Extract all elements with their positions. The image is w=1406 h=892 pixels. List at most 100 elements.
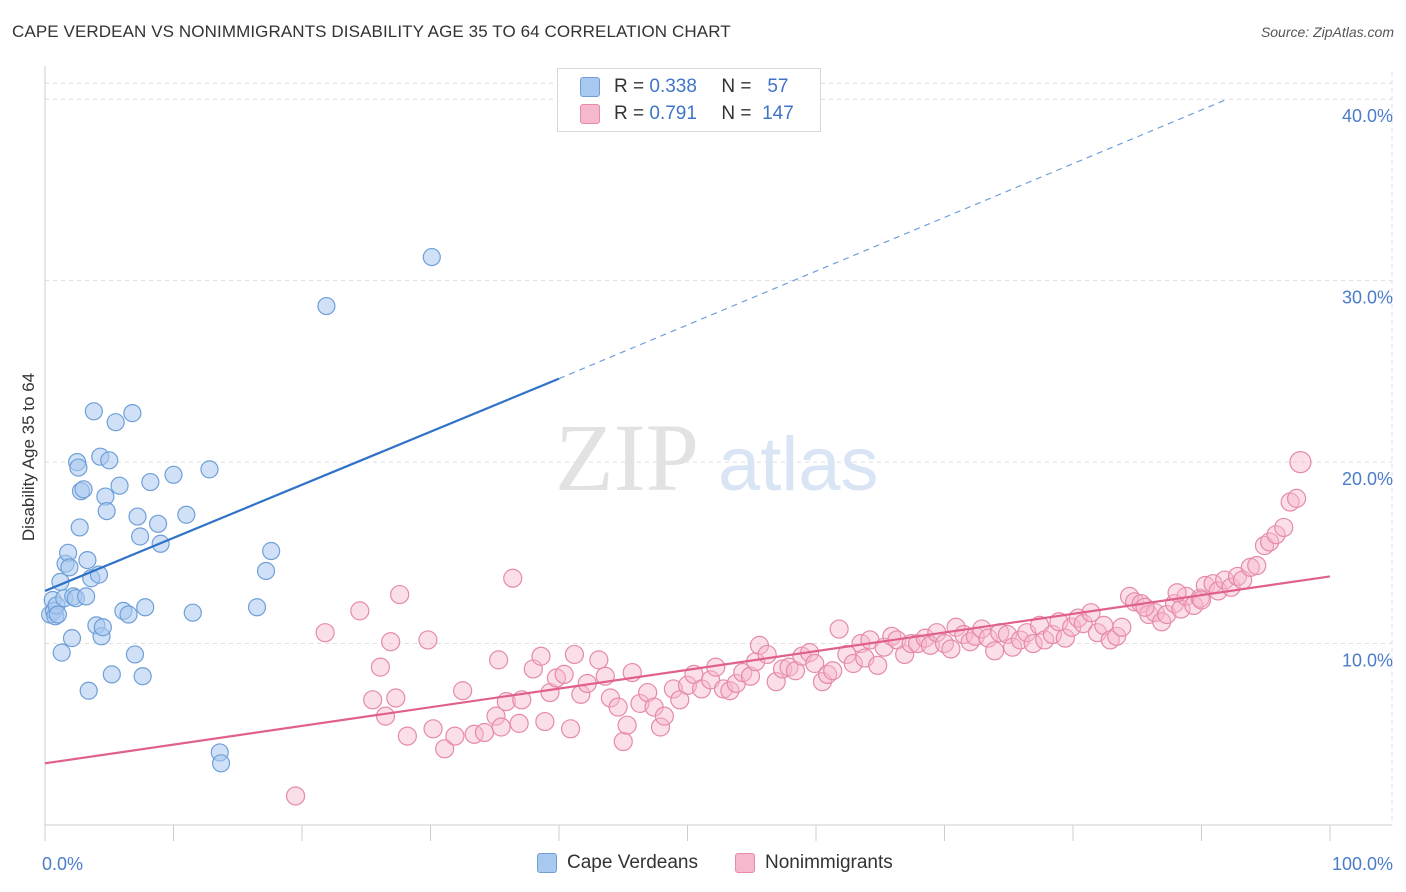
bottom-legend-swatch-blue: [537, 853, 557, 873]
data-point: [531, 646, 551, 666]
data-point: [418, 630, 438, 650]
data-point: [503, 568, 523, 588]
data-point: [262, 541, 281, 561]
data-point: [535, 711, 555, 732]
data-point: [1274, 517, 1294, 538]
correlation-legend: R = 0.338 N = 57 R = 0.791 N = 147: [557, 68, 821, 132]
data-point: [74, 480, 93, 499]
x-tick-label: 0.0%: [42, 854, 83, 874]
y-axis-label: Disability Age 35 to 64: [19, 373, 38, 541]
data-point: [315, 623, 335, 643]
data-point: [779, 657, 799, 677]
data-point: [1135, 597, 1155, 617]
data-point: [843, 653, 863, 674]
data-point: [817, 664, 838, 685]
data-point: [997, 624, 1018, 645]
source-credit: Source: ZipAtlas.com: [1260, 24, 1394, 40]
data-point: [617, 715, 637, 735]
data-point: [713, 679, 734, 699]
data-point: [79, 681, 98, 700]
data-point: [386, 688, 406, 708]
legend-r-value: 0.791: [649, 103, 697, 124]
data-point: [97, 501, 116, 521]
legend-swatch-pink: [580, 104, 600, 124]
data-point: [1240, 557, 1260, 577]
data-point: [200, 460, 219, 479]
legend-n-value: 57: [767, 76, 789, 97]
data-point: [100, 451, 119, 470]
data-point: [183, 603, 202, 622]
data-point: [381, 632, 401, 652]
bottom-legend-nonimmigrants: Nonimmigrants: [735, 852, 893, 874]
nonimmigrants-points: [285, 451, 1312, 806]
data-point: [78, 550, 97, 570]
data-point: [677, 675, 698, 695]
data-point: [1112, 617, 1132, 637]
data-point: [486, 706, 506, 726]
data-point: [554, 664, 574, 685]
data-point: [125, 645, 145, 664]
data-point: [1157, 604, 1177, 625]
x-tick-labels: 0.0% 100.0%: [42, 854, 1393, 874]
data-point: [247, 598, 267, 617]
data-point: [829, 619, 849, 639]
data-point: [141, 472, 160, 492]
legend-r-label: R =: [614, 103, 645, 124]
data-point: [1247, 555, 1267, 576]
data-point: [177, 505, 196, 524]
data-point: [613, 731, 633, 752]
data-point: [106, 413, 125, 432]
data-point: [1280, 492, 1300, 512]
y-tick-label: 40.0%: [1342, 106, 1393, 126]
data-point: [720, 681, 740, 701]
legend-row-nonimmigrants: R = 0.791 N = 147: [580, 101, 794, 127]
data-point: [663, 679, 683, 699]
data-point: [52, 643, 71, 662]
data-point: [48, 605, 67, 624]
data-point: [941, 639, 961, 659]
data-point: [445, 726, 465, 746]
data-point: [985, 641, 1005, 661]
data-point: [868, 655, 888, 675]
legend-swatch-blue: [580, 77, 600, 97]
data-point: [1260, 532, 1280, 552]
y-tick-labels: 10.0% 20.0% 30.0% 40.0%: [1342, 106, 1393, 670]
data-point: [1100, 630, 1120, 650]
data-point: [453, 681, 473, 701]
data-point: [77, 587, 96, 606]
legend-n-value: 147: [762, 103, 794, 124]
data-point: [211, 754, 231, 773]
gridlines: [45, 72, 1393, 825]
bottom-legend-swatch-pink: [735, 853, 755, 873]
data-point: [630, 693, 650, 714]
data-point: [164, 465, 183, 484]
trend-lines: [44, 98, 1331, 765]
data-point: [1023, 633, 1043, 654]
watermark-atlas: atlas: [718, 422, 879, 507]
legend-r-label: R =: [614, 76, 645, 97]
data-point: [589, 650, 609, 670]
cape-verdeans-points: [41, 247, 441, 773]
legend-n-label: N =: [721, 103, 752, 124]
data-point: [130, 527, 150, 546]
data-point: [1010, 630, 1030, 650]
data-point: [390, 584, 410, 605]
data-point: [564, 644, 585, 665]
data-point: [1003, 637, 1023, 657]
y-tick-label: 10.0%: [1342, 651, 1393, 671]
data-point: [128, 507, 147, 526]
data-point: [70, 518, 89, 537]
legend-n-label: N =: [721, 76, 752, 97]
data-point: [110, 476, 129, 495]
data-point: [93, 618, 112, 637]
data-point: [350, 601, 370, 621]
bottom-legend-label: Cape Verdeans: [567, 852, 698, 873]
data-point: [435, 739, 455, 759]
legend-row-cape-verdeans: R = 0.338 N = 57: [580, 74, 788, 100]
data-point: [823, 661, 843, 681]
axes: [44, 66, 1392, 841]
data-point: [491, 717, 511, 737]
data-point: [1055, 628, 1075, 648]
data-point: [119, 605, 138, 624]
